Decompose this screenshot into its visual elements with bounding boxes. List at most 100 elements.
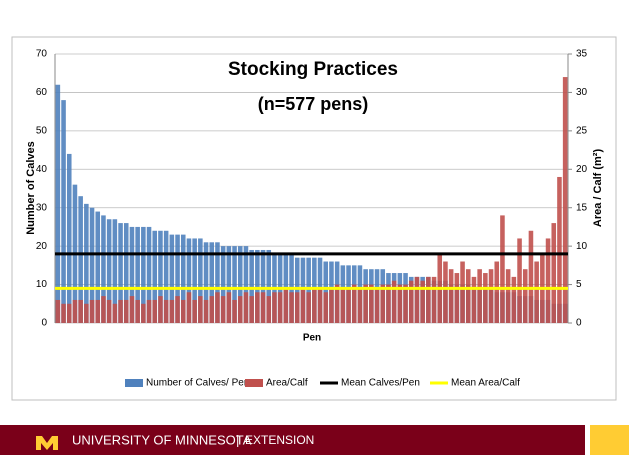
legend-label: Mean Area/Calf	[451, 378, 520, 389]
bar	[61, 100, 66, 323]
bar	[363, 284, 368, 323]
bar	[180, 299, 186, 323]
bar	[403, 284, 408, 323]
bar	[66, 303, 72, 323]
bar	[431, 276, 437, 323]
bar	[477, 269, 482, 323]
bar	[260, 292, 266, 323]
bar	[306, 257, 311, 323]
bar	[454, 273, 460, 323]
bar	[220, 296, 226, 323]
bar	[158, 296, 163, 323]
bar	[198, 238, 203, 323]
bar	[61, 303, 66, 323]
bar	[374, 288, 380, 323]
bar	[460, 261, 465, 323]
footer-university: UNIVERSITY OF MINNESOTA	[72, 432, 252, 447]
bar	[209, 296, 215, 323]
bar	[232, 299, 237, 323]
bar	[78, 196, 83, 323]
y2-axis-label: Area / Calf (m²)	[592, 149, 604, 228]
chart-title: Stocking Practices	[228, 59, 398, 80]
footer-separator: |	[236, 432, 239, 447]
y-tick-label: 50	[36, 125, 48, 136]
logo	[36, 436, 58, 450]
y2-tick-label: 30	[576, 87, 588, 98]
chart-subtitle: (n=577 pens)	[258, 94, 369, 114]
bar	[237, 246, 243, 323]
bar	[89, 299, 95, 323]
bar	[146, 226, 152, 323]
bar	[346, 288, 351, 323]
bar	[112, 303, 118, 323]
bar	[386, 284, 391, 323]
bar	[135, 226, 140, 323]
bar	[494, 261, 500, 323]
bar	[266, 296, 272, 323]
bar	[84, 303, 89, 323]
bar	[300, 288, 306, 323]
bar	[215, 292, 220, 323]
bar	[249, 249, 254, 323]
bar	[340, 288, 346, 323]
bar	[465, 269, 471, 323]
y-tick-label: 10	[36, 279, 48, 290]
bar	[255, 249, 260, 323]
bar	[78, 299, 83, 323]
bar	[237, 296, 243, 323]
bar	[243, 246, 249, 323]
bar	[220, 246, 226, 323]
bar	[72, 299, 78, 323]
bar	[118, 299, 123, 323]
legend-label: Number of Calves/ Pen	[146, 378, 249, 389]
bar	[180, 234, 186, 323]
footer-unit: EXTENSION	[245, 433, 314, 447]
y2-tick-label: 35	[576, 49, 588, 60]
bar	[488, 269, 494, 323]
bar	[226, 292, 232, 323]
bar	[55, 299, 61, 323]
bar	[357, 288, 363, 323]
bar	[294, 257, 300, 323]
bar	[84, 203, 89, 323]
bar	[129, 296, 135, 323]
bar	[397, 284, 403, 323]
legend-swatch	[125, 379, 143, 387]
bar	[534, 261, 539, 323]
bar	[369, 284, 374, 323]
bar	[118, 223, 123, 323]
bar	[317, 288, 323, 323]
chart-frame	[11, 36, 617, 401]
y2-tick-label: 15	[576, 202, 588, 213]
bar	[329, 288, 334, 323]
bar	[500, 215, 505, 323]
bar	[505, 269, 511, 323]
bar	[557, 176, 562, 323]
bar	[106, 219, 112, 323]
bar	[186, 238, 192, 323]
bar	[186, 292, 192, 323]
bar	[215, 242, 220, 323]
bar	[169, 299, 175, 323]
bar	[528, 230, 534, 323]
bar	[545, 238, 551, 323]
bar	[312, 288, 317, 323]
bar	[152, 230, 158, 323]
bar	[232, 246, 237, 323]
bar	[135, 299, 140, 323]
y-tick-label: 20	[36, 241, 48, 252]
bar	[483, 273, 488, 323]
bar	[448, 269, 454, 323]
bar	[334, 284, 340, 323]
bar	[414, 276, 420, 323]
bar	[209, 242, 215, 323]
y-tick-label: 60	[36, 87, 48, 98]
bar	[283, 288, 289, 323]
bar	[192, 238, 197, 323]
footer-bar	[0, 425, 585, 455]
y2-tick-label: 20	[576, 164, 588, 175]
bar	[112, 219, 118, 323]
bar	[141, 226, 146, 323]
bar	[175, 234, 180, 323]
